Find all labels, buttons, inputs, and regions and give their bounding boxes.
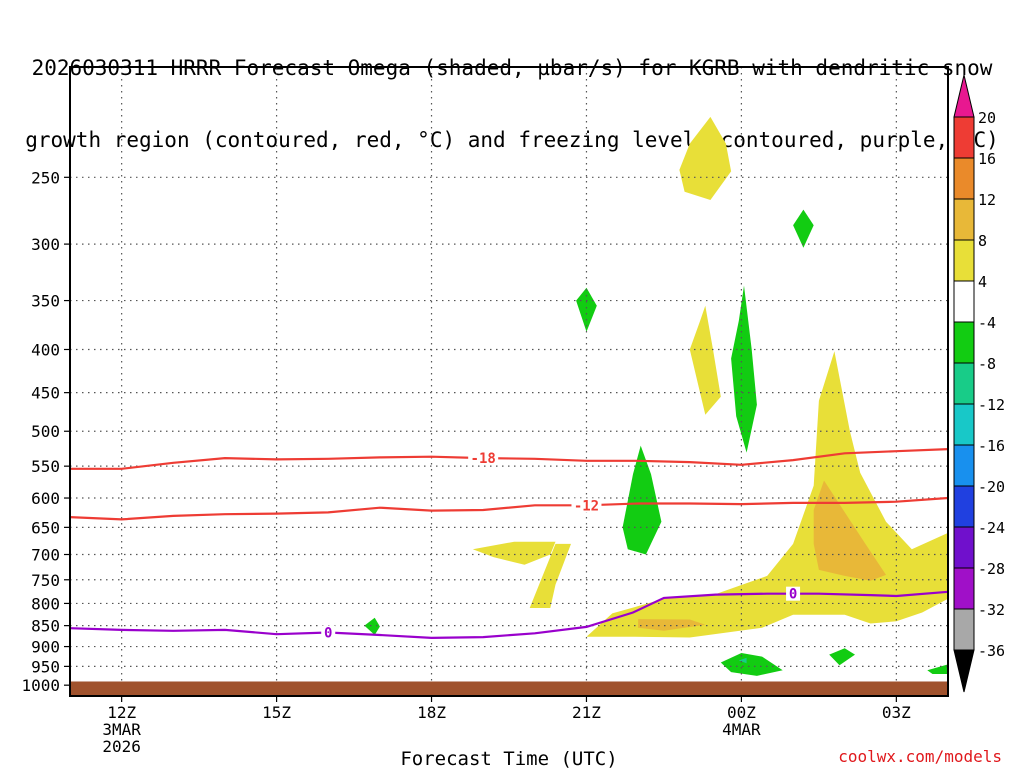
contour-label-bg-2	[321, 625, 336, 640]
colorbar-label-4: 4	[978, 273, 987, 291]
colorbar-swatch-4	[953, 239, 975, 282]
colorbar-swatch-8	[953, 198, 975, 241]
contour-label-0-2: 0	[324, 625, 332, 641]
xtick-label-21Z: 21Z	[572, 703, 601, 722]
colorbar-label--28: -28	[978, 560, 1005, 578]
omega-region-13	[829, 648, 855, 666]
contour-label-bg-0	[468, 451, 499, 466]
ytick-label-650: 650	[31, 518, 60, 537]
colorbar-label--36: -36	[978, 642, 1005, 660]
omega-region-8	[622, 445, 662, 555]
contour-label-bg-3	[786, 586, 801, 601]
credit-text: coolwx.com/models	[838, 747, 1002, 766]
ytick-label-1000: 1000	[21, 676, 60, 695]
colorbar-swatch--16	[953, 403, 975, 446]
colorbar-swatch-12	[953, 157, 975, 200]
xtick-label-12Z: 12Z	[107, 703, 136, 722]
omega-region-12	[720, 653, 783, 676]
contour-label-bg-1	[571, 498, 602, 513]
omega-region-2	[472, 541, 556, 565]
ytick-label-950: 950	[31, 657, 60, 676]
colorbar-swatch--12	[953, 362, 975, 405]
omega-region-14	[927, 664, 948, 674]
colorbar: 20 16 12 8 4 -4 -8 -12 -16 -20 -24 -28 -32 -36	[953, 74, 1005, 693]
xtick-label-15Z: 15Z	[262, 703, 291, 722]
colorbar-swatch--24	[953, 485, 975, 528]
colorbar-swatch--32	[953, 567, 975, 610]
colorbar-swatch--28	[953, 526, 975, 569]
ytick-label-400: 400	[31, 340, 60, 359]
contour-line-0-2	[69, 590, 949, 640]
xtick-label-03Z: 03Z	[882, 703, 911, 722]
ytick-label-550: 550	[31, 457, 60, 476]
omega-region-11	[364, 617, 380, 635]
colorbar-label-16: 16	[978, 150, 996, 168]
colorbar-label-8: 8	[978, 232, 987, 250]
omega-region-4	[689, 305, 721, 415]
colorbar-label--8: -8	[978, 355, 996, 373]
colorbar-swatch--8	[953, 321, 975, 364]
omega-region-5	[813, 480, 886, 581]
ytick-label-350: 350	[31, 292, 60, 311]
ytick-label-250: 250	[31, 168, 60, 187]
ground-layer	[70, 681, 948, 696]
colorbar-label--20: -20	[978, 478, 1005, 496]
contour-layer: -18 -12 0 0	[69, 448, 949, 641]
colorbar-label--24: -24	[978, 519, 1005, 537]
xtick-label-00Z: 00Z	[727, 703, 756, 722]
omega-region-7	[731, 285, 757, 453]
colorbar-top-arrow	[953, 74, 975, 118]
omega-region-3	[679, 116, 732, 200]
xtick-label-3MAR: 3MAR	[102, 720, 141, 739]
omega-region-1	[529, 543, 571, 608]
contour-line--12-1	[69, 496, 949, 521]
colorbar-label-12: 12	[978, 191, 996, 209]
ytick-label-750: 750	[31, 571, 60, 590]
colorbar-swatch--4	[953, 280, 975, 323]
colorbar-label-20: 20	[978, 109, 996, 127]
contour-label-0-3: 0	[789, 587, 797, 603]
colorbar-label--16: -16	[978, 437, 1005, 455]
ytick-label-450: 450	[31, 384, 60, 403]
colorbar-swatch--36	[953, 608, 975, 651]
colorbar-swatch--20	[953, 444, 975, 487]
x-axis-title: Forecast Time (UTC)	[400, 748, 617, 768]
xtick-label-18Z: 18Z	[417, 703, 446, 722]
shaded-omega-layer	[364, 116, 948, 676]
ytick-label-700: 700	[31, 546, 60, 565]
contour-label--12-1: -12	[574, 498, 599, 514]
colorbar-bottom-arrow	[953, 649, 975, 693]
axes-layer: 250 300 350 400 450 500 550 600 650 700 750 800 850 9…	[21, 66, 949, 768]
ytick-label-800: 800	[31, 594, 60, 613]
colorbar-swatch-16	[953, 116, 975, 159]
contour-label--18-0: -18	[471, 451, 496, 467]
ground-terrain	[70, 681, 948, 696]
colorbar-label--32: -32	[978, 601, 1005, 619]
xtick-label-2026: 2026	[102, 737, 141, 756]
omega-region-6	[638, 619, 706, 631]
omega-region-15	[738, 657, 747, 664]
chart-title-line2: growth region (contoured, red, °C) and f…	[25, 128, 999, 152]
ytick-label-300: 300	[31, 235, 60, 254]
ytick-label-500: 500	[31, 422, 60, 441]
contour-line--18-0	[70, 448, 949, 470]
ytick-label-600: 600	[31, 489, 60, 508]
omega-region-9	[576, 287, 597, 332]
omega-region-10	[793, 209, 814, 248]
plot-frame	[69, 66, 949, 697]
ytick-label-850: 850	[31, 617, 60, 636]
ytick-label-900: 900	[31, 638, 60, 657]
xtick-label-4MAR: 4MAR	[722, 720, 761, 739]
colorbar-label--4: -4	[978, 314, 996, 332]
colorbar-label--12: -12	[978, 396, 1005, 414]
